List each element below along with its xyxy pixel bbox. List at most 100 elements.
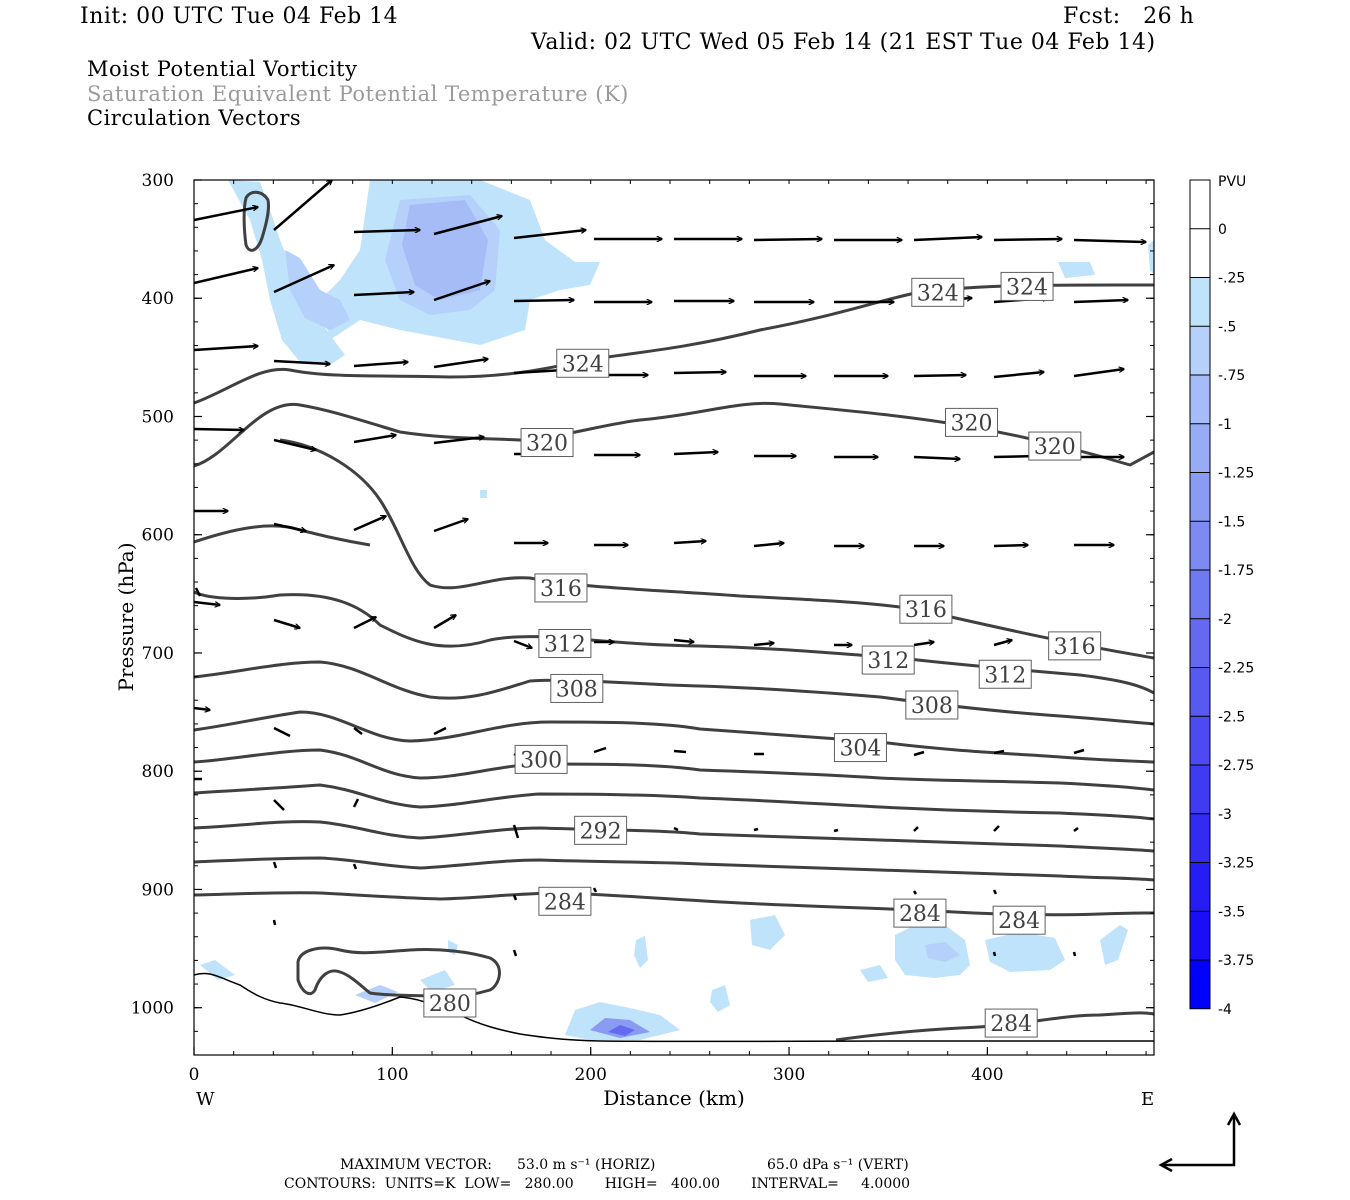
- contour-label-text: 308: [556, 677, 598, 702]
- colorbar-label: -3.25: [1218, 856, 1254, 872]
- max-vector-horiz: 53.0 m s⁻¹ (HORIZ): [517, 1157, 656, 1173]
- init-time: Init: 00 UTC Tue 04 Feb 14: [80, 4, 399, 29]
- colorbar-frame: [1189, 179, 1211, 1010]
- contour-label: 284: [984, 1008, 1038, 1038]
- contour-label: 308: [550, 673, 604, 703]
- x-end-west: W: [196, 1089, 215, 1110]
- contour-label: 320: [945, 407, 999, 437]
- pv-colorbar: PVU 0 -.25 -.5 -.75 -1 -1.25 -1.5 -1.75 -2 -2.25 -2…: [1189, 174, 1254, 1018]
- colorbar-swatch: [1190, 375, 1210, 424]
- x-end-east: E: [1141, 1089, 1154, 1110]
- colorbar-label: -.25: [1218, 271, 1245, 287]
- colorbar-swatch: [1190, 277, 1210, 327]
- contour-label: 312: [538, 629, 592, 659]
- colorbar-swatch: [1190, 423, 1210, 473]
- colorbar-swatch: [1190, 180, 1210, 229]
- colorbar-label: -4: [1218, 1002, 1232, 1018]
- contour-label-text: 292: [580, 819, 622, 844]
- colorbar-label: -2.75: [1218, 758, 1254, 774]
- contour-label-box: [423, 988, 477, 1018]
- contour-label-text: 320: [1034, 435, 1076, 460]
- colorbar-swatch: [1190, 911, 1210, 960]
- contour-label-box: [1000, 271, 1054, 301]
- contour-label-text: 316: [540, 577, 582, 602]
- contour-label-box: [833, 733, 887, 763]
- colorbar-swatch: [1190, 667, 1210, 717]
- colorbar-swatch: [1190, 862, 1210, 912]
- contour-label-box: [992, 905, 1046, 935]
- contour-label-text: 304: [839, 737, 881, 762]
- axes: 0 100 200 300 400 300 400 500 600 700 800 900 1000: [131, 171, 1154, 1085]
- colorbar-swatch: [1190, 472, 1210, 522]
- contour-label-box: [899, 594, 953, 624]
- contour-label-text: 316: [1054, 635, 1096, 660]
- y-tick-label: 300: [142, 171, 174, 191]
- contour-label: 292: [574, 815, 628, 845]
- terrain-line: [193, 972, 1154, 1043]
- contour-label: 324: [556, 348, 610, 378]
- contour-label: 284: [893, 898, 947, 928]
- contour-label-text: 308: [911, 694, 953, 719]
- contour-label: 280: [423, 988, 477, 1018]
- contour-label-box: [978, 659, 1032, 689]
- colorbar-label: -3.5: [1218, 904, 1245, 920]
- contour-label-text: 284: [544, 890, 586, 915]
- contour-label-box: [893, 898, 947, 928]
- colorbar-swatch: [1190, 716, 1210, 765]
- colorbar-swatch: [1190, 618, 1210, 668]
- colorbar-swatch: [1190, 521, 1210, 570]
- y-tick-label: 600: [142, 526, 174, 546]
- colorbar-swatch: [1190, 765, 1210, 814]
- contour-label-box: [1048, 631, 1102, 661]
- contour-label: 304: [833, 733, 887, 763]
- pv-shading: [200, 180, 1154, 1040]
- contour-label-text: 300: [520, 748, 562, 773]
- colorbar-label: -2: [1218, 612, 1232, 628]
- colorbar-label: -2.25: [1218, 661, 1254, 677]
- y-tick-label: 700: [142, 644, 174, 664]
- colorbar-label: -1.5: [1218, 514, 1245, 530]
- colorbar-title: PVU: [1218, 174, 1246, 190]
- colorbar-label: -1: [1218, 417, 1232, 433]
- x-tick-label: 400: [971, 1065, 1003, 1085]
- contour-label-text: 320: [951, 411, 993, 436]
- contour-label: 300: [514, 744, 568, 774]
- x-tick-label: 0: [189, 1065, 200, 1085]
- contour-label: 312: [978, 659, 1032, 689]
- colorbar-label: -.75: [1218, 368, 1245, 384]
- contour-label: 316: [1048, 631, 1102, 661]
- contour-label: 324: [1000, 271, 1054, 301]
- contour-label-text: 312: [544, 633, 586, 658]
- field-name-vectors: Circulation Vectors: [87, 106, 302, 130]
- y-tick-label: 800: [142, 762, 174, 782]
- contour-label-text: 324: [1006, 275, 1048, 300]
- x-axis-title: Distance (km): [603, 1086, 745, 1110]
- colorbar-label: -1.75: [1218, 563, 1254, 579]
- field-name-mpv: Moist Potential Vorticity: [87, 57, 358, 81]
- contour-label-box: [520, 428, 574, 457]
- contour-label-box: [861, 645, 915, 675]
- max-vector-label: MAXIMUM VECTOR:: [340, 1157, 492, 1173]
- contour-label-box: [905, 690, 959, 720]
- colorbar-label: -.5: [1218, 319, 1236, 335]
- x-tick-label: 300: [773, 1065, 805, 1085]
- contour-label-text: 284: [990, 1012, 1032, 1037]
- reference-vector-icon: [1158, 1111, 1242, 1173]
- y-tick-label: 1000: [131, 999, 174, 1019]
- contour-label-text: 284: [998, 909, 1040, 934]
- contour-info: CONTOURS: UNITS=K LOW= 280.00 HIGH= 400.…: [284, 1176, 911, 1192]
- contour-label: 284: [538, 886, 592, 916]
- contour-label: 312: [861, 645, 915, 675]
- max-vector-vert: 65.0 dPa s⁻¹ (VERT): [767, 1157, 909, 1173]
- contour-label-box: [574, 815, 628, 845]
- contour-label: 308: [905, 690, 959, 720]
- contour-label-text: 324: [562, 352, 604, 377]
- colorbar-swatch: [1190, 326, 1210, 375]
- colorbar-swatch: [1190, 570, 1210, 619]
- colorbar-swatch: [1190, 813, 1210, 863]
- contour-label-text: 324: [917, 281, 959, 306]
- colorbar-label: 0: [1218, 222, 1227, 238]
- contour-label: 316: [899, 594, 953, 624]
